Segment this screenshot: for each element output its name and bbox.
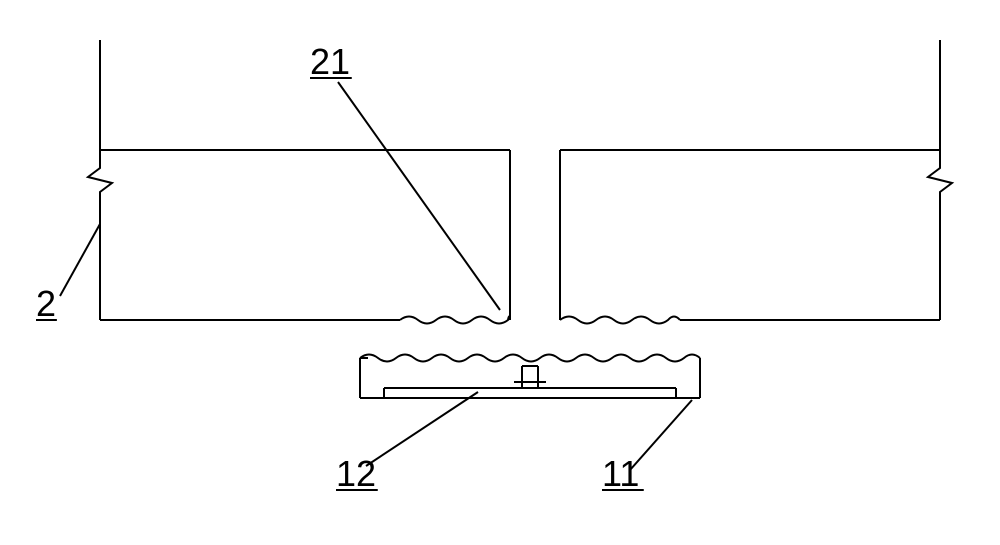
label-topCallout: 21 (310, 41, 350, 82)
label-lowerLeft: 12 (336, 453, 376, 494)
bottom-edge-right-wavy (560, 317, 680, 324)
left-vertical (88, 40, 112, 320)
plate-top-wavy (360, 355, 700, 362)
leader-left (60, 224, 100, 296)
leader-ll (366, 392, 478, 466)
label-leftCallout: 2 (36, 283, 56, 324)
label-lowerRight: 11 (602, 453, 639, 494)
leader-top (338, 82, 500, 310)
bottom-edge-left-wavy (400, 317, 510, 324)
diagram-canvas: 21 2 12 11 (0, 0, 1000, 545)
right-vertical (928, 40, 952, 320)
